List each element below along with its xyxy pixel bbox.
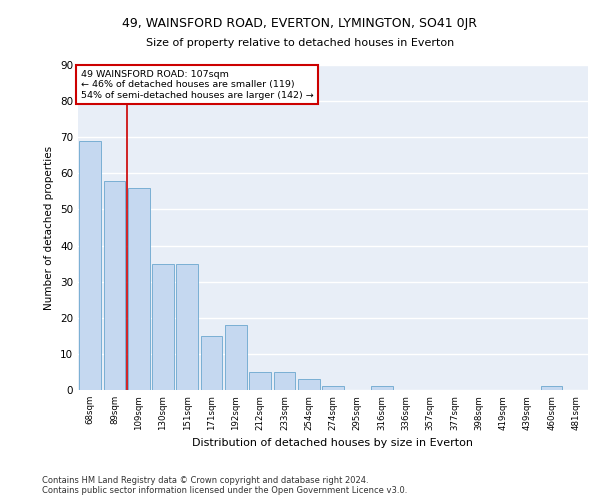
Bar [274, 372, 295, 390]
Bar [104, 180, 125, 390]
Bar [249, 372, 271, 390]
Bar [298, 379, 320, 390]
Bar [322, 386, 344, 390]
X-axis label: Distribution of detached houses by size in Everton: Distribution of detached houses by size … [193, 438, 473, 448]
Bar [200, 336, 223, 390]
Bar [371, 386, 392, 390]
Y-axis label: Number of detached properties: Number of detached properties [44, 146, 55, 310]
Bar [541, 386, 562, 390]
Bar [128, 188, 149, 390]
Bar [79, 141, 101, 390]
Bar [225, 325, 247, 390]
Text: Size of property relative to detached houses in Everton: Size of property relative to detached ho… [146, 38, 454, 48]
Text: 49 WAINSFORD ROAD: 107sqm
← 46% of detached houses are smaller (119)
54% of semi: 49 WAINSFORD ROAD: 107sqm ← 46% of detac… [80, 70, 313, 100]
Text: Contains HM Land Registry data © Crown copyright and database right 2024.
Contai: Contains HM Land Registry data © Crown c… [42, 476, 407, 495]
Bar [152, 264, 174, 390]
Text: 49, WAINSFORD ROAD, EVERTON, LYMINGTON, SO41 0JR: 49, WAINSFORD ROAD, EVERTON, LYMINGTON, … [122, 18, 478, 30]
Bar [176, 264, 198, 390]
